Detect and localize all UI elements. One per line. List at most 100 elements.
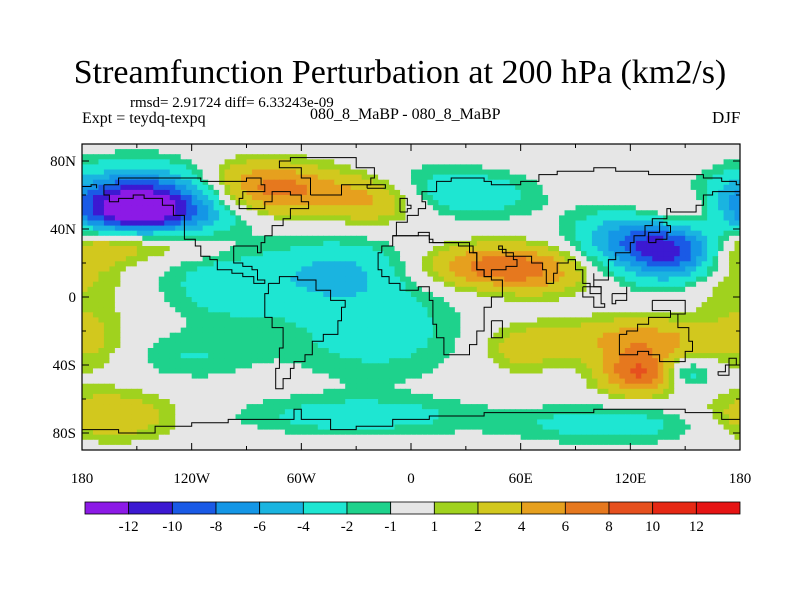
field-cell	[345, 235, 352, 242]
field-cell	[120, 266, 127, 273]
field-cell	[109, 195, 116, 201]
field-cell	[367, 348, 374, 354]
field-cell	[301, 230, 308, 237]
field-cell	[663, 337, 670, 344]
field-cell	[361, 205, 368, 211]
field-cell	[383, 159, 390, 165]
field-cell	[652, 342, 659, 349]
field-cell	[537, 342, 544, 349]
field-cell	[169, 164, 176, 171]
field-cell	[729, 179, 736, 186]
field-cell	[652, 322, 659, 329]
field-cell	[487, 184, 494, 191]
field-cell	[657, 230, 664, 237]
field-cell	[449, 189, 456, 196]
field-cell	[586, 307, 593, 313]
field-cell	[405, 220, 412, 227]
field-cell	[685, 332, 692, 339]
field-cell	[515, 246, 522, 252]
field-cell	[526, 195, 533, 201]
field-cell	[317, 256, 324, 262]
field-cell	[323, 342, 330, 349]
field-cell	[679, 297, 686, 303]
field-cell	[378, 200, 385, 206]
field-cell	[597, 266, 604, 273]
field-cell	[729, 246, 736, 252]
field-cell	[180, 179, 187, 186]
field-cell	[92, 240, 100, 247]
field-cell	[465, 230, 472, 237]
field-cell	[372, 256, 379, 262]
field-cell	[438, 225, 445, 232]
field-cell	[405, 144, 412, 150]
field-cell	[103, 144, 111, 150]
field-cell	[471, 154, 478, 160]
field-cell	[674, 332, 681, 339]
field-cell	[542, 144, 549, 150]
field-cell	[339, 144, 346, 150]
field-cell	[663, 210, 670, 216]
field-cell	[449, 164, 456, 171]
field-cell	[465, 327, 472, 334]
field-cell	[619, 281, 626, 288]
field-cell	[120, 322, 127, 329]
field-cell	[175, 220, 182, 227]
field-cell	[175, 327, 182, 334]
field-cell	[295, 195, 302, 201]
field-cell	[416, 230, 423, 237]
field-cell	[235, 276, 242, 283]
field-cell	[454, 307, 461, 313]
field-cell	[493, 348, 500, 354]
field-cell	[718, 251, 725, 257]
field-cell	[729, 256, 736, 262]
field-cell	[164, 342, 171, 349]
field-cell	[350, 174, 357, 181]
field-cell	[235, 302, 242, 308]
field-cell	[712, 200, 719, 206]
field-cell	[202, 256, 209, 262]
field-cell	[372, 271, 379, 278]
field-cell	[685, 251, 692, 257]
field-cell	[559, 348, 566, 354]
field-cell	[449, 230, 456, 237]
field-cell	[383, 271, 390, 278]
field-cell	[471, 276, 478, 283]
field-cell	[87, 317, 94, 324]
field-cell	[591, 230, 599, 237]
field-cell	[548, 159, 555, 165]
field-cell	[531, 266, 538, 273]
field-cell	[454, 184, 461, 191]
field-cell	[520, 210, 527, 216]
field-cell	[295, 210, 302, 216]
field-cell	[87, 281, 94, 288]
field-cell	[597, 281, 604, 288]
field-cell	[213, 342, 220, 349]
field-cell	[284, 200, 291, 206]
field-cell	[328, 312, 335, 318]
field-cell	[114, 276, 121, 283]
field-cell	[613, 317, 620, 324]
field-cell	[147, 297, 154, 303]
field-cell	[158, 210, 165, 216]
field-cell	[696, 251, 703, 257]
field-cell	[208, 164, 215, 171]
field-cell	[449, 297, 456, 303]
field-cell	[531, 348, 538, 354]
field-cell	[175, 286, 182, 293]
field-cell	[246, 205, 253, 211]
field-cell	[438, 322, 445, 329]
field-cell	[147, 281, 154, 288]
field-cell	[383, 342, 390, 349]
field-cell	[339, 348, 346, 354]
field-cell	[82, 225, 89, 232]
field-cell	[147, 246, 154, 252]
field-cell	[251, 307, 259, 313]
field-cell	[82, 200, 89, 206]
field-cell	[356, 144, 363, 150]
field-cell	[246, 169, 253, 176]
field-cell	[663, 266, 670, 273]
field-cell	[339, 205, 346, 211]
field-cell	[383, 205, 390, 211]
field-cell	[570, 342, 577, 349]
field-cell	[707, 144, 714, 150]
